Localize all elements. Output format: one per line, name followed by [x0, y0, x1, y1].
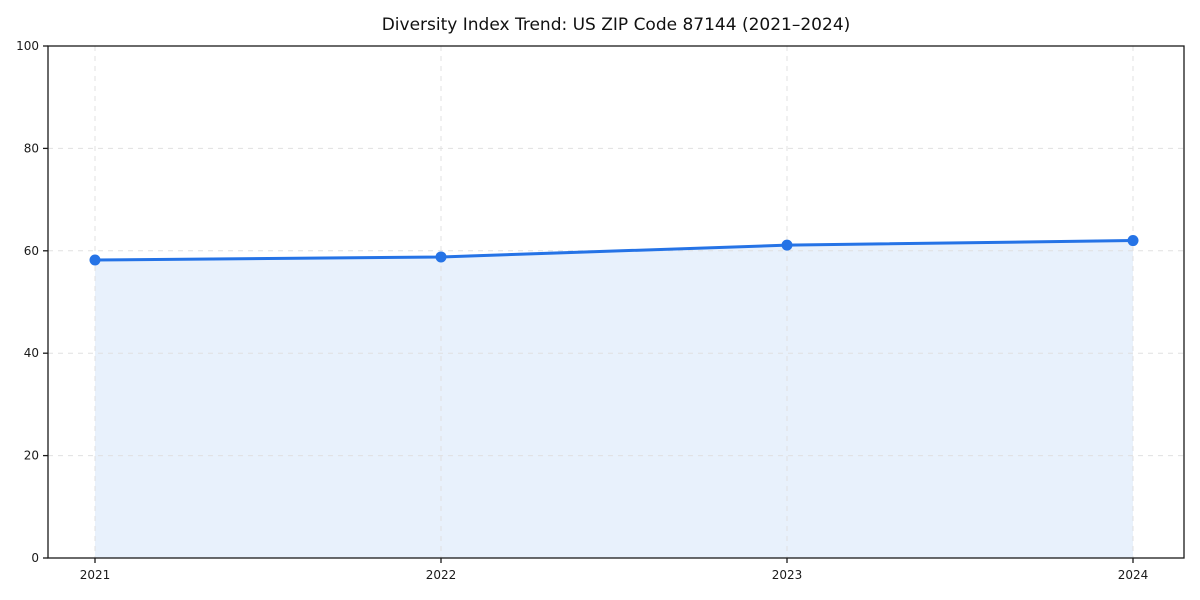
x-tick-label-2023: 2023	[772, 568, 803, 582]
area-fill-layer	[95, 240, 1133, 558]
area-fill	[95, 240, 1133, 558]
y-tick-label-100: 100	[16, 39, 39, 53]
data-point-2024	[1127, 235, 1139, 247]
chart-title: Diversity Index Trend: US ZIP Code 87144…	[382, 15, 851, 35]
trend-line-layer	[93, 239, 1135, 262]
y-tick-label-80: 80	[24, 141, 39, 155]
x-tick-label-2022: 2022	[426, 568, 457, 582]
x-tick-label-2024: 2024	[1118, 568, 1149, 582]
trend-line	[93, 239, 1135, 262]
y-tick-label-0: 0	[31, 551, 39, 565]
data-point-2021	[89, 254, 101, 266]
x-tick-label-2021: 2021	[80, 568, 111, 582]
y-tick-label-60: 60	[24, 244, 39, 258]
tick-label-layer: 0 20 40 60 80 100 2021 2022 2023 2024	[16, 39, 1148, 582]
axes-spines-layer	[47, 45, 1185, 559]
tick-mark-layer	[43, 45, 1134, 563]
data-point-2023	[781, 239, 793, 251]
data-point-2022	[435, 251, 447, 263]
y-tick-label-20: 20	[24, 449, 39, 463]
axes-box	[47, 45, 1185, 559]
y-tick-label-40: 40	[24, 346, 39, 360]
data-point-layer	[89, 235, 1139, 266]
